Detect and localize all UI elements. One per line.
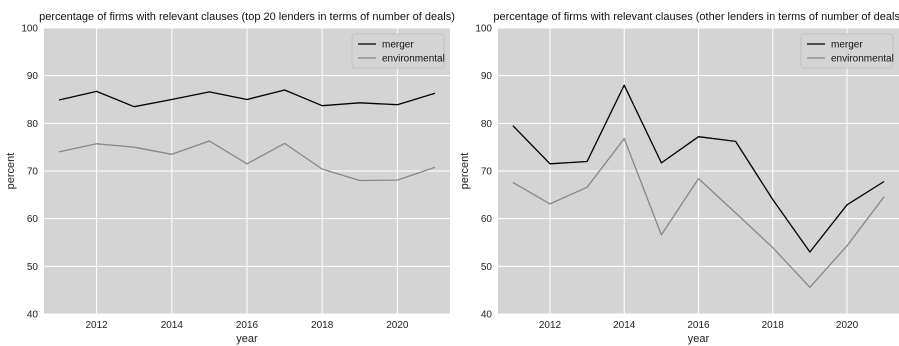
legend: merger environmental [800, 33, 894, 69]
y-tick-label: 60 [27, 214, 39, 225]
series-line-environmental [58, 140, 436, 182]
legend-box [800, 33, 894, 69]
x-axis-label: year [236, 333, 258, 345]
x-tick-label: 2012 [539, 320, 562, 331]
chart-panel-2: 40 50 60 70 80 90 100 2012 2014 2016 2018 2020 perce… [459, 11, 899, 345]
y-tick-label: 50 [27, 262, 39, 273]
y-tick-label: 90 [481, 71, 493, 82]
y-tick-label: 70 [481, 167, 493, 178]
y-tick-label: 90 [27, 71, 39, 82]
x-tick-label: 2018 [311, 320, 334, 331]
chart-title: percentage of firms with relevant clause… [493, 11, 899, 23]
x-tick-label: 2020 [386, 320, 409, 331]
y-tick-label: 60 [481, 214, 493, 225]
series-line-merger [512, 84, 885, 253]
y-tick-label: 100 [475, 24, 492, 35]
y-tick-label: 80 [481, 119, 493, 130]
chart-panel-1: 40 50 60 70 80 90 100 2012 2014 2016 2018 2020 perce… [5, 11, 455, 345]
legend-label-environmental: environmental [382, 54, 445, 65]
y-tick-label: 40 [27, 310, 39, 321]
legend-label-merger: merger [831, 40, 863, 51]
y-tick-label: 80 [27, 119, 39, 130]
legend-label-environmental: environmental [831, 54, 894, 65]
x-tick-label: 2014 [161, 320, 184, 331]
x-tick-label: 2020 [836, 320, 859, 331]
x-tick-label: 2018 [762, 320, 785, 331]
x-tick-label: 2016 [236, 320, 259, 331]
legend-label-merger: merger [382, 40, 414, 51]
y-axis-label: percent [5, 153, 17, 190]
legend: merger environmental [351, 33, 445, 69]
y-tick-label: 70 [27, 167, 39, 178]
x-axis-label: year [688, 333, 710, 345]
y-tick-label: 40 [481, 310, 493, 321]
series-line-merger [58, 89, 436, 108]
x-tick-label: 2014 [613, 320, 636, 331]
y-tick-label: 100 [21, 24, 38, 35]
x-tick-label: 2016 [687, 320, 710, 331]
chart-title: percentage of firms with relevant clause… [39, 11, 455, 23]
legend-box [351, 33, 445, 69]
series-line-environmental [512, 137, 885, 288]
y-tick-label: 50 [481, 262, 493, 273]
x-tick-label: 2012 [86, 320, 109, 331]
y-axis-label: percent [459, 153, 471, 190]
